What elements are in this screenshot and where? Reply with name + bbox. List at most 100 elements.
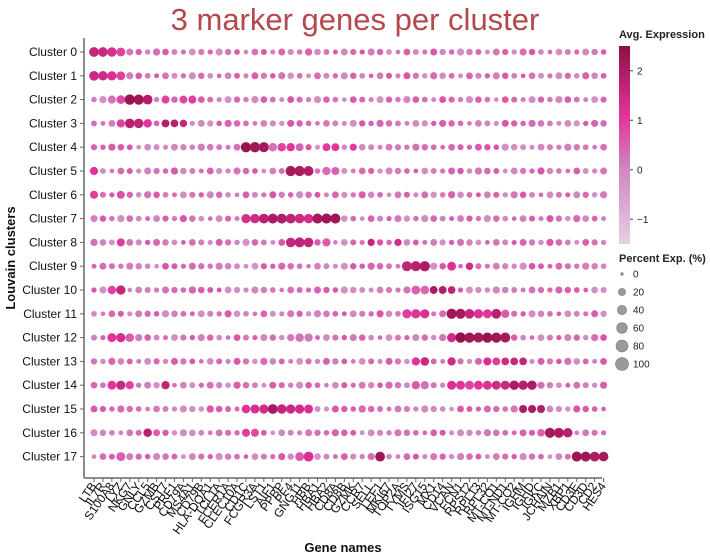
dot-9-51 bbox=[547, 263, 553, 269]
dot-0-42 bbox=[466, 48, 473, 56]
dot-2-40 bbox=[448, 96, 455, 103]
dot-10-21 bbox=[279, 287, 285, 293]
y-tick-label: Cluster 14 bbox=[22, 378, 77, 392]
dot-1-21 bbox=[278, 72, 286, 80]
dot-7-39 bbox=[439, 215, 446, 222]
dot-14-48 bbox=[518, 380, 528, 390]
dot-4-54 bbox=[573, 143, 581, 151]
dot-17-29 bbox=[350, 453, 357, 460]
dot-5-30 bbox=[358, 167, 366, 175]
dot-11-49 bbox=[528, 310, 536, 318]
dot-11-3 bbox=[117, 310, 124, 317]
dot-11-46 bbox=[501, 309, 510, 318]
dot-5-14 bbox=[216, 167, 223, 175]
dot-9-11 bbox=[188, 262, 196, 270]
dot-8-16 bbox=[234, 239, 240, 246]
dot-13-15 bbox=[225, 358, 231, 364]
dot-8-50 bbox=[538, 239, 544, 246]
dot-17-13 bbox=[207, 453, 213, 460]
dot-16-16 bbox=[234, 430, 240, 436]
dot-4-44 bbox=[484, 144, 491, 151]
dot-4-46 bbox=[501, 143, 509, 151]
dot-11-38 bbox=[431, 311, 437, 317]
dot-4-29 bbox=[349, 143, 357, 151]
dot-12-55 bbox=[582, 334, 589, 341]
dot-6-44 bbox=[483, 191, 491, 199]
dot-14-39 bbox=[439, 382, 446, 388]
dot-12-1 bbox=[100, 335, 106, 341]
dot-15-15 bbox=[225, 406, 232, 412]
dot-1-48 bbox=[520, 73, 526, 79]
dot-14-30 bbox=[358, 381, 366, 389]
y-tick-label: Cluster 4 bbox=[29, 140, 77, 154]
dot-6-13 bbox=[206, 191, 214, 199]
dot-14-21 bbox=[278, 382, 285, 389]
dot-17-55 bbox=[580, 451, 591, 462]
dot-3-15 bbox=[224, 119, 232, 128]
dot-11-28 bbox=[341, 311, 347, 317]
dot-8-43 bbox=[475, 239, 482, 246]
dot-5-25 bbox=[314, 168, 321, 174]
dot-13-46 bbox=[501, 357, 510, 366]
dot-6-50 bbox=[538, 192, 544, 198]
dot-9-22 bbox=[287, 262, 294, 270]
dot-5-35 bbox=[404, 168, 410, 174]
dot-4-8 bbox=[162, 144, 169, 150]
dot-6-43 bbox=[475, 192, 481, 198]
dot-15-44 bbox=[483, 405, 491, 413]
dot-4-52 bbox=[556, 144, 562, 150]
dot-6-10 bbox=[179, 191, 187, 199]
dot-2-2 bbox=[107, 95, 116, 104]
dot-9-35 bbox=[401, 261, 412, 272]
dot-4-55 bbox=[582, 144, 589, 151]
dot-0-48 bbox=[519, 48, 527, 56]
dot-12-39 bbox=[439, 333, 447, 342]
dot-4-15 bbox=[225, 144, 231, 150]
dot-7-2 bbox=[109, 215, 115, 222]
dot-1-34 bbox=[395, 73, 401, 79]
dot-17-25 bbox=[314, 453, 321, 460]
dot-12-52 bbox=[556, 335, 562, 341]
dot-16-17 bbox=[241, 428, 251, 437]
dot-1-25 bbox=[314, 72, 321, 80]
dot-9-9 bbox=[171, 263, 178, 270]
dot-4-22 bbox=[286, 143, 295, 152]
dot-15-18 bbox=[250, 404, 260, 414]
x-tick-labels: LTBIL7RS100A8LYZNKG7GNLYCCL5GZMBCST7PRF1… bbox=[76, 478, 609, 537]
dot-1-53 bbox=[564, 72, 571, 79]
dot-4-2 bbox=[108, 143, 116, 151]
dot-5-23 bbox=[294, 165, 305, 177]
expression-tick-label: 0 bbox=[637, 165, 643, 176]
dot-11-7 bbox=[153, 311, 160, 317]
dot-5-24 bbox=[303, 166, 314, 176]
dot-13-14 bbox=[216, 358, 223, 365]
dot-11-15 bbox=[224, 310, 232, 318]
dot-3-27 bbox=[332, 120, 339, 127]
dot-8-11 bbox=[188, 239, 196, 246]
dot-17-22 bbox=[287, 453, 294, 460]
y-tick-label: Cluster 12 bbox=[22, 331, 77, 345]
dot-12-36 bbox=[412, 334, 420, 342]
dot-9-14 bbox=[215, 262, 223, 270]
dot-3-34 bbox=[395, 120, 401, 127]
dot-6-26 bbox=[323, 192, 329, 198]
dot-7-25 bbox=[312, 213, 323, 224]
y-tick-label: Cluster 0 bbox=[29, 45, 77, 59]
dot-12-44 bbox=[482, 332, 493, 343]
dot-15-50 bbox=[536, 404, 546, 414]
dot-3-45 bbox=[493, 120, 499, 126]
dot-0-14 bbox=[215, 48, 223, 56]
dot-11-23 bbox=[296, 310, 303, 317]
dot-14-46 bbox=[500, 380, 510, 390]
dot-0-10 bbox=[180, 49, 186, 55]
dot-9-2 bbox=[108, 263, 115, 270]
dot-3-6 bbox=[143, 119, 152, 128]
dot-12-12 bbox=[197, 334, 205, 342]
dot-9-38 bbox=[430, 262, 438, 270]
dot-17-11 bbox=[188, 453, 196, 461]
dot-6-30 bbox=[358, 191, 366, 199]
dot-16-14 bbox=[215, 429, 223, 437]
dot-13-23 bbox=[296, 357, 304, 365]
dot-12-6 bbox=[144, 334, 151, 341]
dot-1-29 bbox=[350, 72, 357, 80]
